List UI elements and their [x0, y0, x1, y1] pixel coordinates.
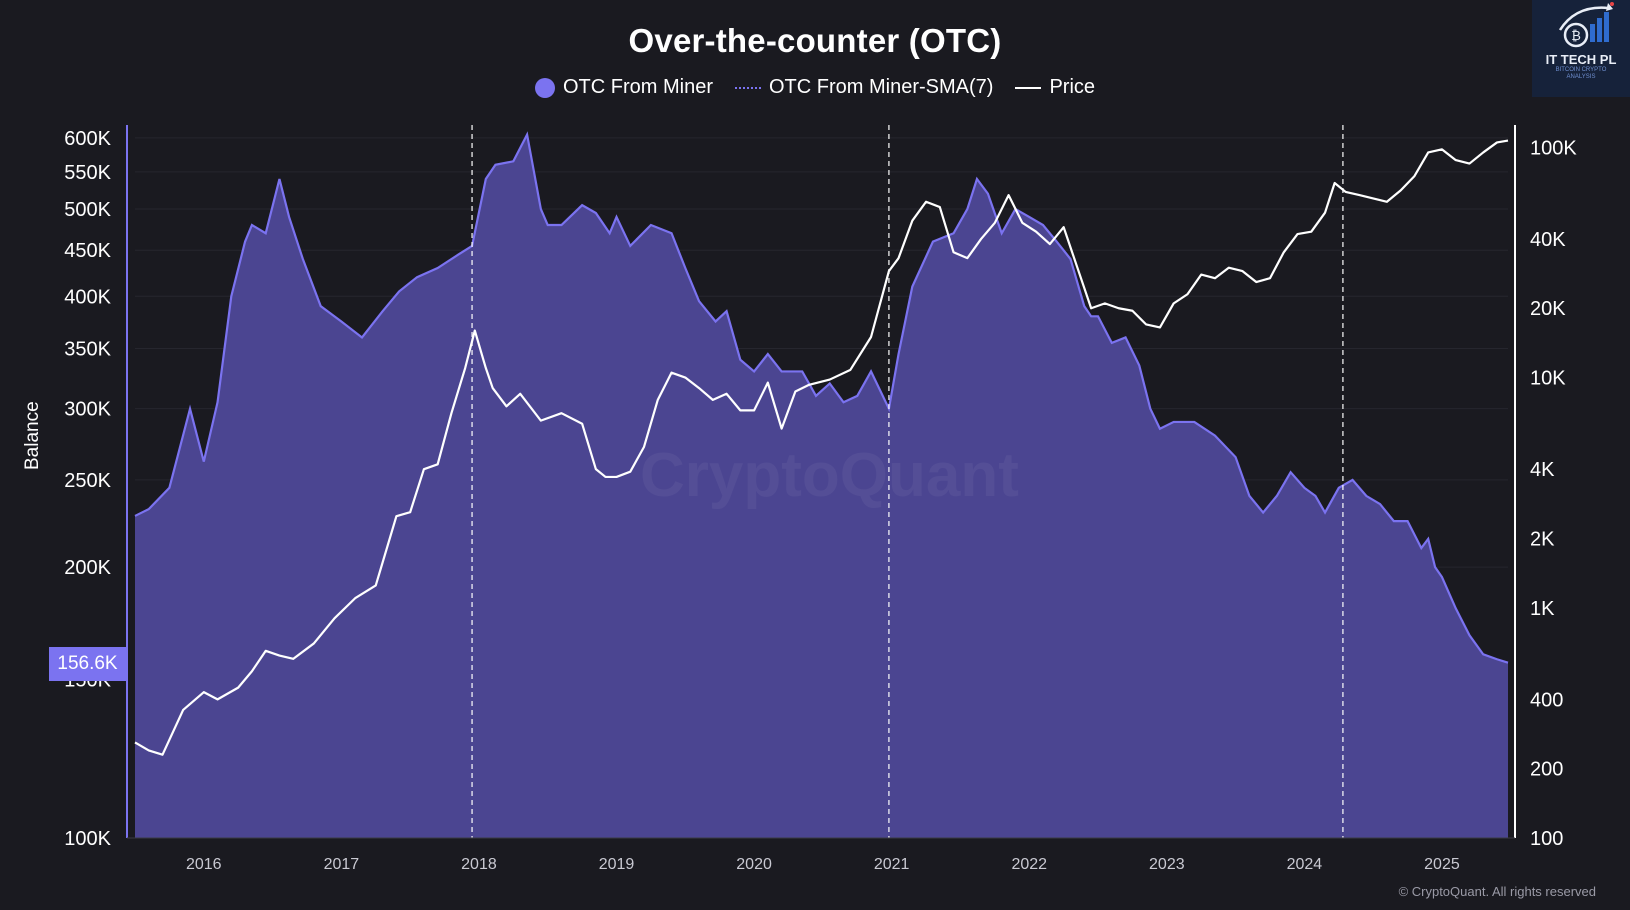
- logo-subtitle-2: ANALYSIS: [1566, 74, 1596, 80]
- otc-area-line: [134, 131, 1509, 664]
- x-tick-label: 2016: [186, 856, 222, 873]
- chart-growth-icon: ₿: [1558, 2, 1614, 48]
- right-tick-label: 100: [1530, 828, 1563, 850]
- x-tick-label: 2023: [1149, 856, 1185, 873]
- halving-lines: [471, 125, 1344, 838]
- brand-logo: ₿ IT TECH PL BITCOIN CRYPTO ANALYSIS: [1532, 0, 1630, 97]
- right-tick-label: 4K: [1530, 459, 1555, 481]
- otc-from-miner-area: [134, 131, 1509, 839]
- axes: [126, 125, 1516, 839]
- legend-label: OTC From Miner-SMA(7): [768, 76, 994, 98]
- copyright-notice: © CryptoQuant. All rights reserved: [1398, 884, 1596, 899]
- legend-marker-circle: [534, 77, 555, 98]
- left-tick-label: 300K: [64, 399, 111, 421]
- left-tick-label: 450K: [64, 240, 111, 262]
- logo-title: IT TECH PL: [1545, 52, 1617, 67]
- legend-item-price[interactable]: Price: [1015, 76, 1095, 99]
- x-tick-label: 2020: [736, 856, 772, 873]
- legend-label: Price: [1049, 76, 1096, 98]
- x-axis-ticks: 2016 2017 2018 2019 2020 2021 2022 2023 2024 2025: [186, 856, 1460, 873]
- right-tick-label: 20K: [1530, 298, 1566, 320]
- svg-text:₿: ₿: [1571, 29, 1581, 44]
- x-tick-label: 2017: [324, 856, 360, 873]
- x-tick-label: 2024: [1287, 856, 1323, 873]
- right-tick-label: 400: [1530, 689, 1563, 711]
- x-tick-label: 2018: [461, 856, 497, 873]
- left-axis-ticks: 100K150K200K250K300K350K400K450K500K550K…: [64, 128, 111, 850]
- right-tick-label: 100K: [1530, 137, 1577, 159]
- legend-item-otc-sma[interactable]: OTC From Miner-SMA(7): [734, 76, 994, 99]
- legend-marker-line: [1015, 86, 1042, 89]
- left-tick-label: 550K: [64, 162, 111, 184]
- x-tick-label: 2022: [1011, 856, 1047, 873]
- right-tick-label: 40K: [1530, 229, 1566, 251]
- price-series-line: [134, 139, 1509, 756]
- x-tick-label: 2025: [1424, 856, 1460, 873]
- y-axis-label: Balance: [22, 401, 43, 470]
- left-tick-label: 600K: [64, 128, 111, 150]
- right-axis-ticks: 100 200 400 1K 2K 4K 10K 20K 40K 100K: [1530, 137, 1577, 850]
- legend-item-otc-from-miner[interactable]: OTC From Miner: [534, 76, 713, 99]
- chart-legend: OTC From Miner OTC From Miner-SMA(7) Pri…: [0, 76, 1630, 99]
- watermark: CryptoQuant: [640, 441, 1019, 510]
- left-tick-label: 400K: [64, 286, 111, 308]
- right-tick-label: 10K: [1530, 368, 1566, 390]
- current-value-badge: 156.6K: [49, 647, 126, 681]
- left-tick-label: 500K: [64, 199, 111, 221]
- x-tick-label: 2021: [874, 856, 910, 873]
- legend-marker-dotted-line: [734, 86, 761, 89]
- right-tick-label: 2K: [1530, 528, 1555, 550]
- chart-title: Over-the-counter (OTC): [628, 22, 1002, 59]
- right-tick-label: 200: [1530, 759, 1563, 781]
- otc-area-fill: [135, 134, 1508, 839]
- left-tick-label: 100K: [64, 828, 111, 850]
- left-tick-label: 350K: [64, 338, 111, 360]
- left-tick-label: 200K: [64, 557, 111, 579]
- price-line: [134, 139, 1509, 756]
- logo-subtitle: BITCOIN CRYPTO: [1555, 67, 1607, 73]
- left-tick-label: 250K: [64, 470, 111, 492]
- right-tick-label: 1K: [1530, 598, 1555, 620]
- x-tick-label: 2019: [599, 856, 635, 873]
- legend-label: OTC From Miner: [562, 76, 713, 98]
